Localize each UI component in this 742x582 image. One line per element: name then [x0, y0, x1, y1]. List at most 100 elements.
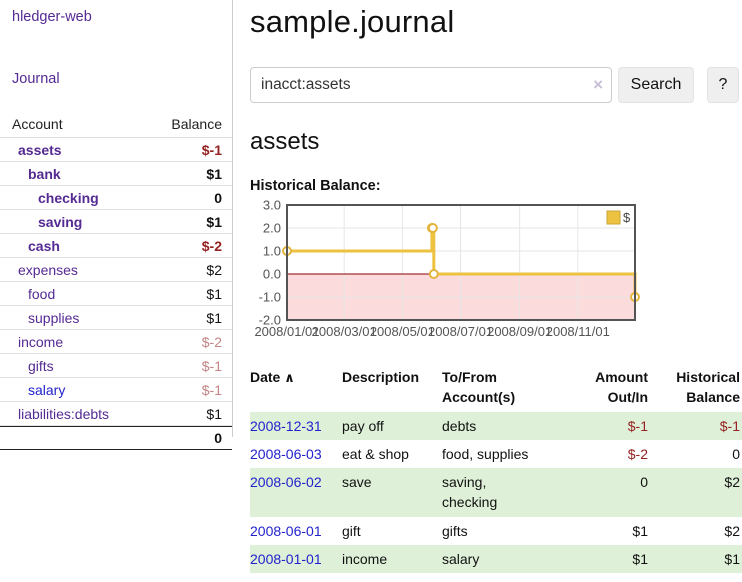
transaction-accounts: salary — [442, 545, 564, 574]
transaction-description: pay off — [342, 411, 442, 440]
column-header-amount: Amount Out/In — [595, 369, 648, 406]
account-balance: $1 — [206, 285, 222, 302]
account-balance: $2 — [206, 261, 222, 278]
account-link[interactable]: saving — [38, 213, 83, 230]
transaction-balance: $2 — [724, 522, 740, 539]
account-row-checking: checking 0 — [0, 186, 232, 210]
account-heading: assets — [250, 128, 320, 155]
register-table: Date ∧ Description To/From Account(s) Am… — [250, 365, 742, 574]
transaction-amount: $-1 — [627, 417, 648, 434]
account-balance: $-2 — [201, 237, 222, 254]
account-link[interactable]: cash — [28, 237, 60, 254]
account-link[interactable]: checking — [38, 189, 99, 206]
account-row-expenses: expenses $2 — [0, 258, 232, 282]
transaction-description: income — [342, 545, 442, 574]
account-link[interactable]: supplies — [28, 309, 80, 326]
search-input[interactable] — [250, 67, 612, 103]
account-link[interactable]: assets — [18, 141, 62, 158]
balance-chart-svg[interactable]: $3.0 2.0 1.0 0.0 -1.0 -2.02008/01/012008/03/0… — [250, 198, 742, 350]
transaction-amount: $1 — [632, 522, 648, 539]
accounts-total-value: 0 — [214, 430, 222, 446]
account-row-assets: assets $-1 — [0, 138, 232, 162]
svg-text:2008/03/01: 2008/03/01 — [312, 324, 377, 339]
account-table-header: Account Balance — [0, 113, 232, 138]
transaction-date-link[interactable]: 2008-06-02 — [250, 474, 322, 491]
svg-text:2008/07/01: 2008/07/01 — [428, 324, 493, 339]
column-header-balance: Historical Balance — [676, 369, 740, 406]
transaction-accounts: gifts — [442, 522, 468, 539]
transaction-description: save — [342, 468, 442, 517]
account-balance: $1 — [206, 213, 222, 230]
register-row: 2008-06-03 eat & shop food, supplies $-2… — [250, 440, 742, 468]
sidebar-divider — [232, 0, 233, 437]
sidebar-item-journal[interactable]: Journal — [12, 71, 60, 87]
search-input-wrap: × — [250, 67, 612, 103]
transaction-accounts: saving, checking — [442, 468, 564, 517]
account-row-salary: salary $-1 — [0, 378, 232, 402]
transaction-date-link[interactable]: 2008-01-01 — [250, 551, 322, 568]
transaction-description: eat & shop — [342, 445, 409, 462]
account-balance: $1 — [206, 165, 222, 182]
transaction-amount: 0 — [640, 474, 648, 491]
account-balance: $-1 — [201, 141, 222, 158]
transaction-balance: $-1 — [719, 417, 740, 434]
transaction-balance: 0 — [732, 445, 740, 462]
register-header-row: Date ∧ Description To/From Account(s) Am… — [250, 365, 742, 412]
transaction-amount: $1 — [632, 551, 648, 568]
account-link[interactable]: expenses — [18, 261, 78, 278]
account-link[interactable]: food — [28, 285, 56, 302]
legend-label: $ — [623, 210, 631, 225]
account-balance-table: Account Balance assets $-1 bank $1 check… — [0, 113, 232, 450]
svg-text:2008/11/01: 2008/11/01 — [546, 324, 610, 339]
main-content: sample.journal × Search ? assets Histori… — [250, 0, 742, 574]
account-link[interactable]: liabilities:debts — [18, 405, 110, 422]
register-row: 2008-06-01 gift gifts $1 $2 — [250, 517, 742, 545]
transaction-amount: $-2 — [627, 445, 648, 462]
accounts-total-row: 0 — [0, 426, 232, 450]
transaction-accounts: food, supplies — [442, 445, 529, 462]
account-row-gifts: gifts $-1 — [0, 354, 232, 378]
account-row-liabilities-debts: liabilities:debts $1 — [0, 402, 232, 426]
account-column-header: Account — [12, 116, 63, 132]
register-row: 2008-01-01 income salary $1 $1 — [250, 545, 742, 574]
sort-asc-icon: ∧ — [284, 370, 295, 385]
brand-link[interactable]: hledger-web — [12, 9, 92, 25]
account-link[interactable]: salary — [28, 381, 66, 398]
account-balance: $-1 — [201, 381, 222, 398]
svg-text:2008/09/01: 2008/09/01 — [487, 324, 552, 339]
account-row-cash: cash $-2 — [0, 234, 232, 258]
column-header-description: Description — [342, 369, 420, 385]
historical-balance-chart[interactable]: $3.0 2.0 1.0 0.0 -1.0 -2.0 2008/01/01 2008/03/0… — [250, 198, 742, 355]
account-link[interactable]: gifts — [28, 357, 54, 374]
balance-column-header: Balance — [171, 116, 222, 132]
account-row-supplies: supplies $1 — [0, 306, 232, 330]
chart-title: Historical Balance: — [250, 178, 381, 194]
svg-text:-2.0: -2.0 — [259, 313, 281, 328]
legend-swatch — [606, 210, 621, 225]
transaction-date-link[interactable]: 2008-12-31 — [250, 417, 322, 434]
column-header-date[interactable]: Date ∧ — [250, 369, 295, 385]
sidebar: hledger-web Journal Account Balance asse… — [0, 0, 232, 450]
clear-search-icon[interactable]: × — [593, 75, 603, 94]
register-row: 2008-12-31 pay off debts $-1 $-1 — [250, 411, 742, 440]
svg-text:0.0: 0.0 — [263, 267, 281, 282]
account-row-food: food $1 — [0, 282, 232, 306]
account-balance: $-2 — [201, 333, 222, 350]
account-link[interactable]: income — [18, 333, 64, 350]
page-title: sample.journal — [250, 4, 455, 39]
search-button[interactable]: Search — [618, 67, 694, 103]
svg-text:2008/01/01: 2008/01/01 — [254, 324, 319, 339]
transaction-balance: $2 — [724, 474, 740, 491]
svg-text:2.0: 2.0 — [263, 221, 281, 236]
column-header-accounts: To/From Account(s) — [442, 369, 516, 406]
account-balance: $1 — [206, 309, 222, 326]
transaction-accounts: debts — [442, 411, 564, 440]
help-button[interactable]: ? — [707, 67, 739, 103]
transaction-date-link[interactable]: 2008-06-03 — [250, 445, 322, 462]
account-row-saving: saving $1 — [0, 210, 232, 234]
transaction-date-link[interactable]: 2008-06-01 — [250, 522, 322, 539]
account-link[interactable]: bank — [28, 165, 61, 182]
account-balance: 0 — [214, 189, 222, 206]
transaction-balance: $1 — [724, 551, 740, 568]
account-balance: $-1 — [201, 357, 222, 374]
